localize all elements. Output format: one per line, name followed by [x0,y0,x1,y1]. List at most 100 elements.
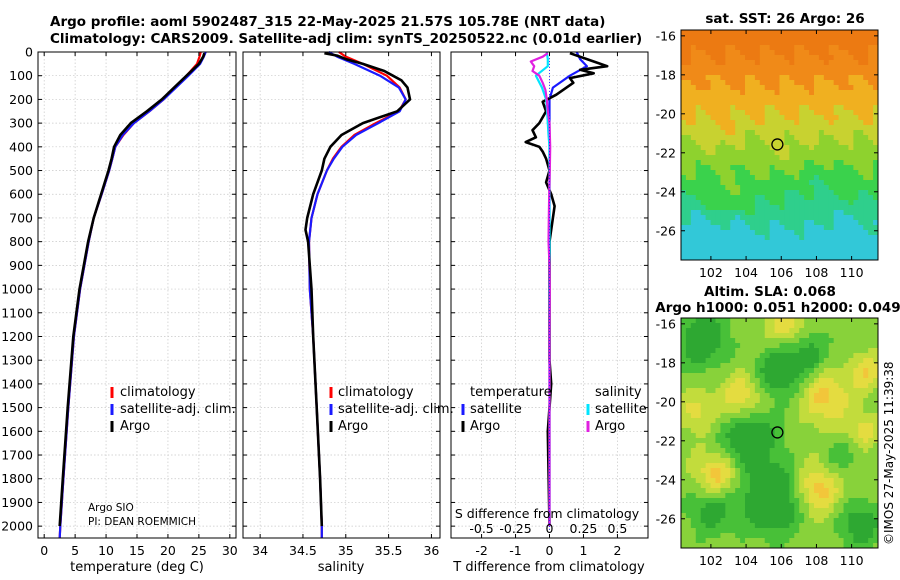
map-cell [764,523,771,529]
map-cell [764,433,771,439]
map-cell [764,240,771,246]
map-cell [769,110,775,116]
map-cell [848,135,854,141]
map-cell [745,493,751,499]
map-cell [858,140,864,146]
map-cell [705,175,711,181]
map-cell [685,443,692,449]
map-cell [784,378,790,384]
map-cell [759,478,766,484]
map-cell [848,145,854,151]
map-cell [769,160,775,166]
map-cell [779,165,785,171]
map-cell [863,130,869,136]
map-cell [823,245,830,251]
map-cell [725,190,731,196]
map-cell [705,205,711,211]
map-cell [710,210,716,216]
map-cell [705,225,711,231]
map-cell [720,503,726,509]
map-cell [779,180,785,186]
map-cell [804,498,810,504]
map-cell [749,75,756,81]
map-cell [725,70,731,76]
map-cell [725,428,731,434]
map-cell [848,448,854,454]
map-cell [730,538,736,544]
map-cell [794,353,800,359]
map-cell [818,388,825,394]
map-cell [858,468,864,474]
map-cell [715,150,721,156]
map-cell [809,403,815,409]
map-cell [863,170,869,176]
map-cell [740,398,746,404]
map-cell [833,95,839,101]
map-cell [794,105,800,111]
map-cell [858,130,864,136]
map-cell [740,528,746,534]
map-cell [764,170,771,176]
map-cell [769,100,775,106]
map-cell [740,120,746,126]
map-cell [749,175,756,181]
map-cell [764,115,771,121]
map-cell [745,200,751,206]
map-cell [715,433,721,439]
map-cell [868,250,874,256]
map-cell [813,100,820,106]
map-cell [789,90,795,96]
map-cell [858,65,864,71]
map-cell [828,45,835,51]
map-cell [764,533,771,539]
map-cell [818,175,825,181]
map-cell [685,140,692,146]
map-cell [754,328,761,334]
map-cell [828,115,835,121]
map-cell [764,160,771,166]
map-cell [828,458,835,464]
map-cell [769,348,775,354]
map-cell [735,245,741,251]
map-cell [720,45,726,51]
map-cell [740,170,746,176]
map-cell [725,338,731,344]
map-cell [779,503,785,509]
map-cell [735,140,741,146]
map-cell [794,538,800,544]
map-cell [779,523,785,529]
map-cell [754,130,761,136]
map-cell [705,528,711,534]
map-cell [745,80,751,86]
map-cell [843,160,849,166]
map-cell [863,388,869,394]
map-cell [863,115,869,121]
map-cell [769,468,775,474]
map-cell [863,75,869,81]
map-cell [799,45,805,51]
map-cell [818,125,825,131]
map-cell [685,388,692,394]
map-cell [833,353,839,359]
map-cell [799,343,805,349]
map-cell [681,348,687,354]
map-cell [730,363,736,369]
map-cell [685,453,692,459]
map-cell [725,463,731,469]
map-cell [873,85,878,91]
map-cell [730,393,736,399]
map-cell [764,255,771,260]
map-cell [809,215,815,221]
map-cell [705,318,711,324]
map-cell [695,50,702,56]
map-cell [685,533,692,539]
map-cell [759,60,766,66]
map-cell [681,120,687,126]
map-cell [858,363,864,369]
map-cell [685,418,692,424]
map-cell [863,398,869,404]
map-cell [705,95,711,101]
map-cell [779,55,785,61]
map-cell [838,230,844,236]
map-cell [774,488,780,494]
